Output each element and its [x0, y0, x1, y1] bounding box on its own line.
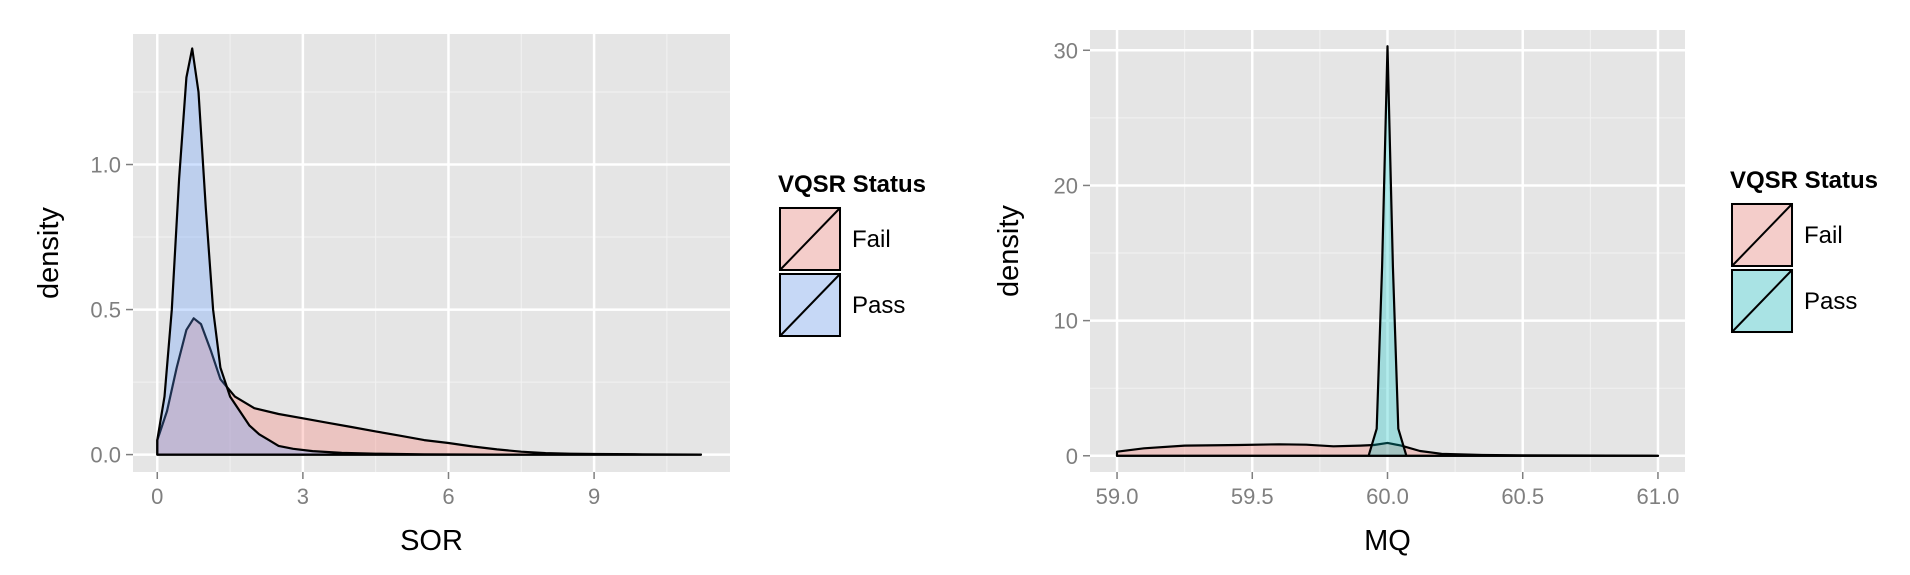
y-tick-label: 0.5 — [90, 298, 121, 323]
sor-density-chart: 0 3 6 9 0.0 0.5 1.0 SOR density VQSR Status Fail Pa… — [33, 34, 926, 557]
legend: VQSR Status Fail Pass — [777, 171, 926, 339]
x-axis-title: SOR — [400, 525, 463, 557]
x-tick-label: 6 — [442, 484, 454, 509]
y-axis-title: density — [33, 207, 65, 299]
y-tick-label: 0.0 — [90, 443, 121, 468]
legend-key-slash — [779, 207, 841, 271]
legend-key-slash — [1731, 203, 1793, 267]
x-tick-label: 0 — [151, 484, 163, 509]
legend-label-pass: Pass — [852, 292, 905, 319]
legend-label-pass: Pass — [1804, 288, 1857, 315]
legend-label-fail: Fail — [852, 226, 891, 253]
y-tick-label: 0 — [1066, 444, 1078, 469]
mq-density-chart: 59.0 59.5 60.0 60.5 61.0 0 10 20 30 MQ density VQSR… — [993, 30, 1878, 557]
y-axis-title: density — [993, 205, 1025, 297]
x-axis-title: MQ — [1364, 525, 1411, 557]
x-tick-label: 61.0 — [1637, 484, 1680, 509]
y-tick-label: 20 — [1054, 173, 1078, 198]
x-tick-label: 60.0 — [1366, 484, 1409, 509]
density-area-pass — [156, 47, 702, 456]
legend-item-pass: Pass — [777, 271, 905, 339]
y-tick-label: 1.0 — [90, 153, 121, 178]
legend: VQSR Status Fail Pass — [1729, 167, 1878, 335]
legend-title: VQSR Status — [778, 171, 926, 198]
y-tick-label: 30 — [1054, 38, 1078, 63]
legend-key-slash — [779, 273, 841, 337]
legend-item-fail: Fail — [777, 205, 891, 273]
x-tick-label: 3 — [297, 484, 309, 509]
legend-item-fail: Fail — [1729, 201, 1843, 269]
y-tick-label: 10 — [1054, 309, 1078, 334]
legend-key-slash — [1731, 269, 1793, 333]
legend-title: VQSR Status — [1730, 167, 1878, 194]
legend-item-pass: Pass — [1729, 267, 1857, 335]
x-tick-label: 60.5 — [1501, 484, 1544, 509]
x-tick-label: 59.0 — [1096, 484, 1139, 509]
x-tick-label: 9 — [588, 484, 600, 509]
legend-label-fail: Fail — [1804, 222, 1843, 249]
density-area-pass — [1115, 45, 1660, 457]
x-tick-label: 59.5 — [1231, 484, 1274, 509]
density-area-fail — [156, 317, 702, 456]
